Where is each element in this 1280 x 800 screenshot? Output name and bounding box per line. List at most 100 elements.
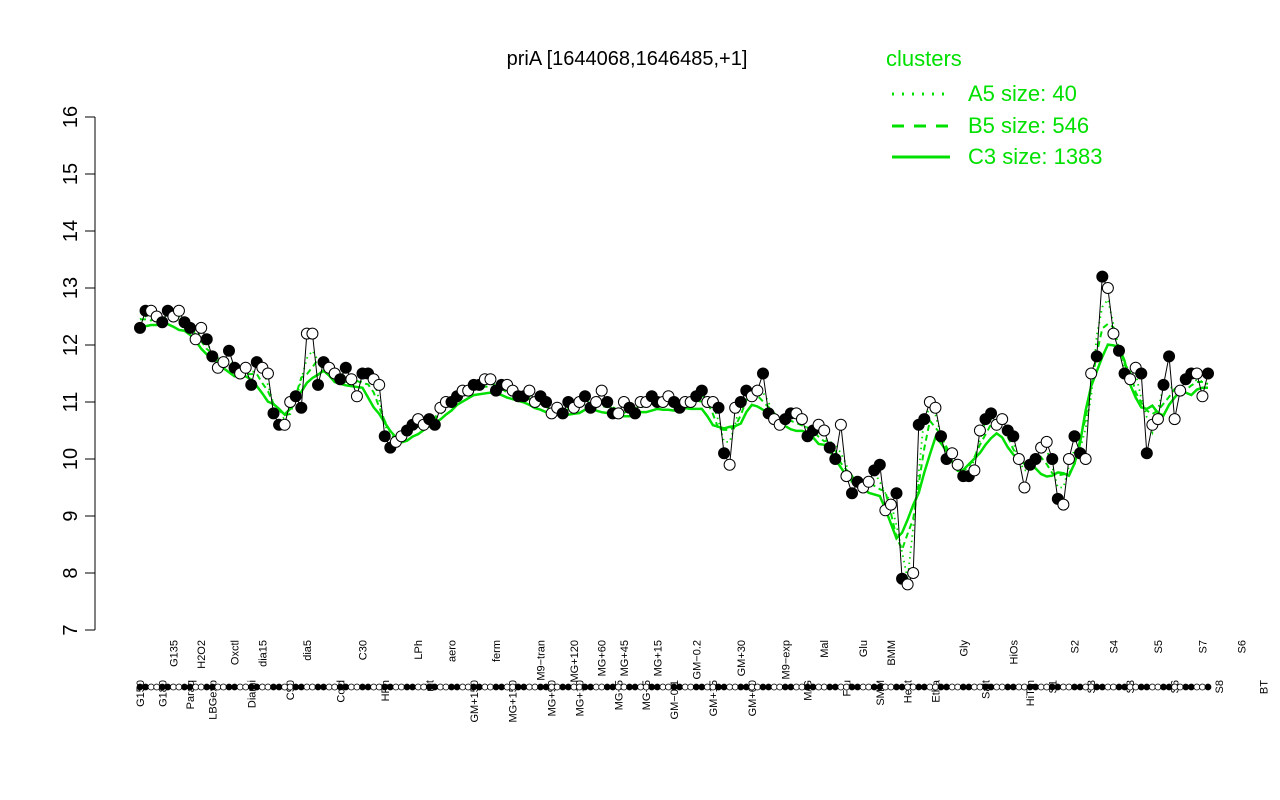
condition-marker [620, 683, 628, 691]
condition-marker [1176, 683, 1184, 691]
condition-marker [993, 683, 1001, 691]
condition-marker [614, 683, 622, 691]
data-point [172, 304, 185, 317]
x-tick-label: S7 [1197, 640, 1209, 653]
y-tick-label: 8 [60, 567, 82, 578]
condition-marker [720, 683, 728, 691]
data-point [523, 384, 536, 397]
x-tick-label: Glu [858, 640, 870, 657]
trend-line-b5 [140, 316, 1209, 553]
data-point [1085, 367, 1098, 380]
condition-marker [1165, 683, 1173, 691]
condition-marker [926, 683, 934, 691]
condition-marker [1098, 683, 1106, 691]
condition-marker [703, 683, 711, 691]
data-point [601, 396, 614, 408]
condition-marker [1154, 683, 1162, 691]
data-point [968, 464, 981, 477]
condition-marker [570, 683, 578, 691]
x-tick-label: Oxctl [230, 640, 242, 665]
y-tick-label: 13 [60, 277, 82, 299]
data-point [1096, 270, 1109, 283]
data-point [818, 424, 831, 437]
data-point [1157, 378, 1170, 391]
condition-marker [370, 683, 378, 691]
condition-marker [503, 683, 511, 691]
condition-marker [375, 683, 383, 691]
condition-marker [1199, 683, 1206, 691]
x-tick-label: Cold [335, 680, 347, 703]
condition-marker [748, 683, 756, 691]
data-point [261, 367, 274, 380]
condition-marker [264, 683, 272, 691]
condition-marker [564, 683, 572, 691]
condition-marker [553, 683, 561, 691]
condition-marker [403, 683, 411, 691]
x-tick-label: BT [1259, 680, 1271, 694]
x-tick-label: MG+45 [619, 640, 631, 676]
condition-marker [192, 683, 200, 691]
condition-marker [325, 683, 333, 691]
condition-marker [181, 683, 188, 691]
condition-marker [742, 683, 750, 691]
condition-marker [409, 683, 416, 691]
condition-marker [1104, 683, 1112, 691]
data-point [306, 327, 319, 340]
condition-marker [1110, 683, 1117, 691]
condition-marker [609, 683, 617, 691]
condition-marker [225, 683, 233, 691]
data-point [935, 430, 947, 443]
data-point [973, 424, 986, 437]
data-point [846, 487, 858, 500]
condition-marker [481, 683, 489, 691]
condition-marker [765, 683, 772, 691]
condition-marker [631, 683, 639, 691]
condition-marker [175, 683, 183, 691]
data-point [1151, 413, 1164, 426]
condition-marker [475, 683, 483, 691]
condition-marker [420, 683, 428, 691]
data-point [712, 401, 725, 414]
data-point [1007, 430, 1020, 443]
condition-marker [1204, 683, 1212, 691]
x-tick-label: MG+60 [597, 640, 609, 676]
condition-marker [1048, 683, 1056, 691]
condition-marker [158, 683, 166, 691]
condition-marker [954, 683, 962, 691]
condition-marker [637, 683, 645, 691]
data-point [540, 396, 553, 408]
condition-marker [898, 683, 906, 691]
x-tick-label: S2 [1070, 640, 1082, 653]
condition-marker [959, 683, 967, 691]
condition-marker [431, 683, 439, 691]
condition-marker [247, 683, 255, 691]
condition-marker [1015, 683, 1023, 691]
condition-marker [1065, 683, 1073, 691]
condition-marker [809, 683, 817, 691]
condition-marker [642, 683, 650, 691]
condition-marker [297, 683, 305, 691]
data-point [901, 578, 914, 591]
condition-marker [948, 683, 956, 691]
condition-marker [826, 683, 834, 691]
condition-marker [998, 683, 1006, 691]
condition-marker [976, 683, 984, 691]
data-point [757, 367, 769, 380]
data-point [373, 378, 386, 391]
x-tick-label: S8 [1214, 680, 1226, 693]
condition-marker [670, 683, 678, 691]
data-point [929, 401, 942, 414]
condition-marker [804, 683, 811, 691]
condition-marker [876, 683, 884, 691]
condition-marker [820, 683, 828, 691]
data-point [289, 390, 302, 403]
condition-marker [309, 683, 316, 691]
condition-marker [275, 683, 283, 691]
data-point [1196, 390, 1209, 403]
data-point [1107, 327, 1120, 340]
condition-marker [1187, 683, 1195, 691]
condition-marker [231, 683, 238, 691]
x-tick-label: ferm [491, 640, 503, 662]
data-point [751, 384, 764, 397]
x-tick-label: HiOs [1008, 640, 1020, 665]
